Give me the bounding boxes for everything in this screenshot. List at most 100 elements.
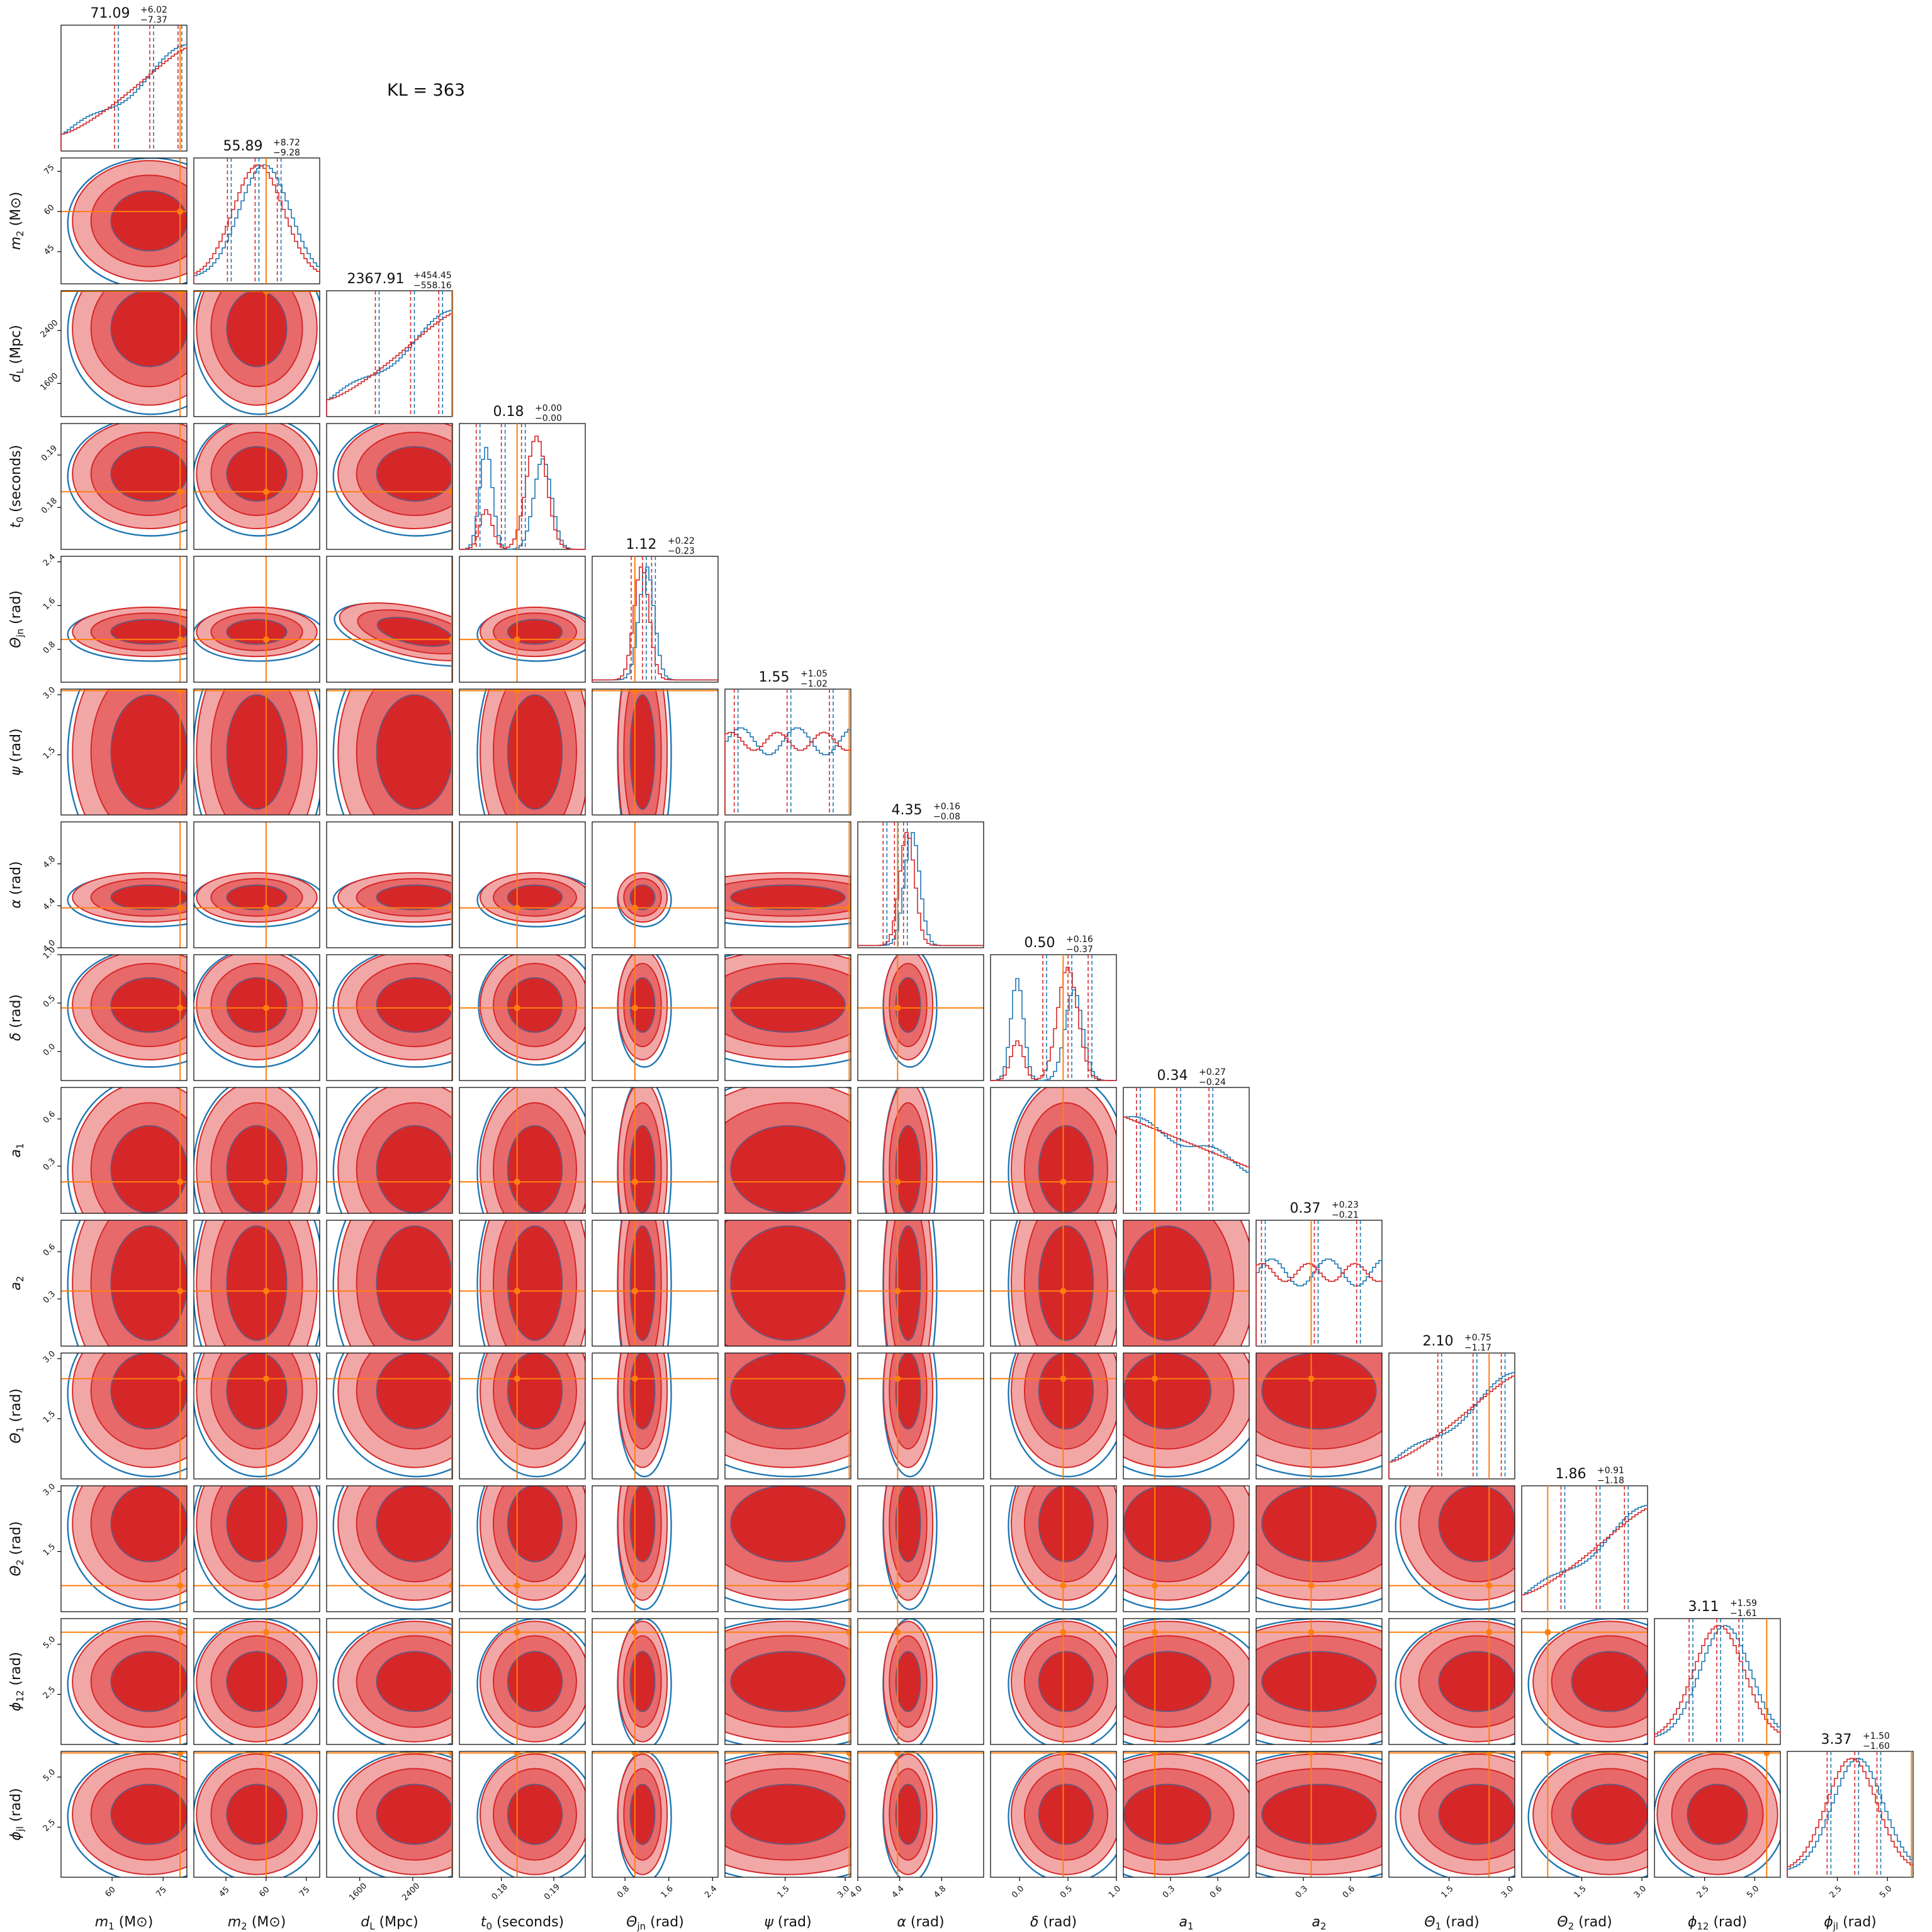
contour-b-inner [507, 619, 563, 645]
truth-point [1544, 1629, 1551, 1636]
error-plus: +1.05 [800, 669, 828, 679]
panel-a2-vs-theta_jn [592, 1220, 719, 1347]
panel-theta1-vs-dL [326, 1352, 453, 1480]
error-minus: −0.24 [1199, 1077, 1226, 1087]
panel-t0-vs-dL [326, 423, 453, 550]
error-minus: −1.02 [800, 679, 828, 689]
panel-theta2-vs-t0 [459, 1485, 586, 1612]
contour-b-inner [226, 1225, 288, 1341]
x-tick-label: 60 [103, 1885, 117, 1899]
panel-frame [193, 1087, 320, 1214]
contour-b-inner [730, 977, 846, 1033]
histogram-b [724, 727, 851, 815]
contour-b-inner [629, 1225, 656, 1341]
error-plus: +0.00 [535, 403, 562, 413]
contour-b [67, 1220, 81, 1346]
panel-alpha-vs-m1 [60, 821, 188, 948]
panel-frame [193, 1618, 320, 1745]
contour-b-inner [1038, 1353, 1094, 1430]
panel-frame [60, 157, 188, 284]
truth-point [1060, 1629, 1067, 1636]
error-minus: −1.61 [1730, 1609, 1757, 1619]
panel-frame [326, 1220, 453, 1347]
y-tick-label: 3.0 [42, 685, 57, 701]
contour-b [67, 1486, 187, 1610]
panel-frame [60, 1087, 188, 1214]
truth-point [631, 904, 638, 911]
contour-b [476, 1486, 585, 1610]
panel-frame [990, 954, 1117, 1081]
y-axis-label: α (rad) [8, 861, 24, 908]
y-tick-label: 2.4 [42, 553, 57, 568]
panel-frame [60, 290, 188, 417]
truth-point [262, 636, 269, 643]
panel-a1-vs-m2 [193, 1087, 320, 1214]
contour-b-inner [376, 1353, 452, 1430]
contour-b-inner [1038, 1225, 1094, 1341]
contour-b-inner [629, 1486, 656, 1563]
median-title: 0.34 [1157, 1068, 1188, 1084]
y-tick-label: 0.3 [42, 1289, 57, 1305]
error-plus: +8.72 [273, 138, 300, 148]
y-tick-label: 0.5 [42, 994, 57, 1009]
diagonal-delta: 0.50 +0.16−0.37 [990, 935, 1117, 1081]
panel-frame [857, 1220, 984, 1347]
y-tick-label: 45 [42, 243, 56, 257]
truth-point [1152, 1288, 1158, 1295]
panel-a1-vs-delta [990, 1087, 1117, 1214]
contour-b [725, 1596, 851, 1610]
contour-b-inner [895, 1125, 921, 1213]
contour-b [194, 1353, 320, 1478]
panel-frame [459, 1485, 586, 1612]
panel-theta2-vs-a2 [1255, 1485, 1383, 1612]
panel-frame [1521, 1485, 1648, 1612]
y-tick-label: 5.0 [42, 1635, 57, 1651]
panel-theta1-vs-psi [724, 1352, 851, 1480]
panel-theta2-vs-alpha [857, 1485, 984, 1612]
truth-point [514, 1288, 520, 1295]
contour-b-inner [376, 1486, 452, 1563]
truth-point [448, 1582, 452, 1589]
panel-a1-vs-m1 [60, 1087, 188, 1214]
contour-b-inner [226, 1783, 288, 1845]
x-tick-label: 0.18 [490, 1882, 510, 1902]
y-axis-label: ψ (rad) [8, 728, 24, 775]
panel-frame [592, 1087, 719, 1214]
contour-b-inner [1261, 1353, 1377, 1430]
x-tick-label: 0.0 [1010, 1884, 1026, 1900]
contour-b-inner [629, 977, 656, 1033]
truth-point [894, 1582, 901, 1589]
histogram-b [1255, 1258, 1383, 1346]
truth-point [1060, 1582, 1067, 1589]
contour-b-inner [110, 1353, 187, 1430]
panel-theta2-vs-m1 [60, 1485, 188, 1612]
y-tick-label: 0.0 [42, 1042, 57, 1058]
contour-b-inner [507, 977, 563, 1033]
truth-point [1486, 1629, 1493, 1636]
x-axis-theta_jn: 0.8 1.6 2.4 Θjn (rad) [615, 1877, 719, 1932]
panel-frame [1388, 1618, 1515, 1745]
truth-point [631, 1582, 638, 1589]
contour-b-inner [110, 1783, 187, 1845]
panel-frame [60, 688, 188, 816]
truth-point [514, 1375, 520, 1382]
panel-phi_jl-vs-theta_jn [592, 1751, 719, 1878]
error-minus: −0.00 [535, 413, 562, 424]
y-axis-label: a1 [8, 1143, 26, 1157]
truth-point [1308, 1582, 1315, 1589]
truth-point [631, 689, 638, 694]
x-axis-label: α (rad) [897, 1914, 944, 1930]
panel-frame [326, 423, 453, 550]
y-axis-m2: 45 60 75 m2 (M⊙) [8, 163, 61, 257]
x-axis-label: ϕjl (rad) [1824, 1914, 1877, 1932]
histogram-a [60, 47, 188, 151]
panel-frame [326, 1751, 453, 1878]
contour-b [725, 955, 851, 1068]
panel-theta2-vs-theta1 [1388, 1485, 1515, 1612]
contour-b-inner [895, 977, 921, 1033]
y-tick-label: 2.5 [42, 1685, 57, 1700]
panel-frame [1123, 1618, 1250, 1745]
panel-frame [1123, 1087, 1250, 1214]
panel-frame [459, 1618, 586, 1745]
x-axis-a2: 0.3 0.6 a2 [1294, 1877, 1357, 1932]
